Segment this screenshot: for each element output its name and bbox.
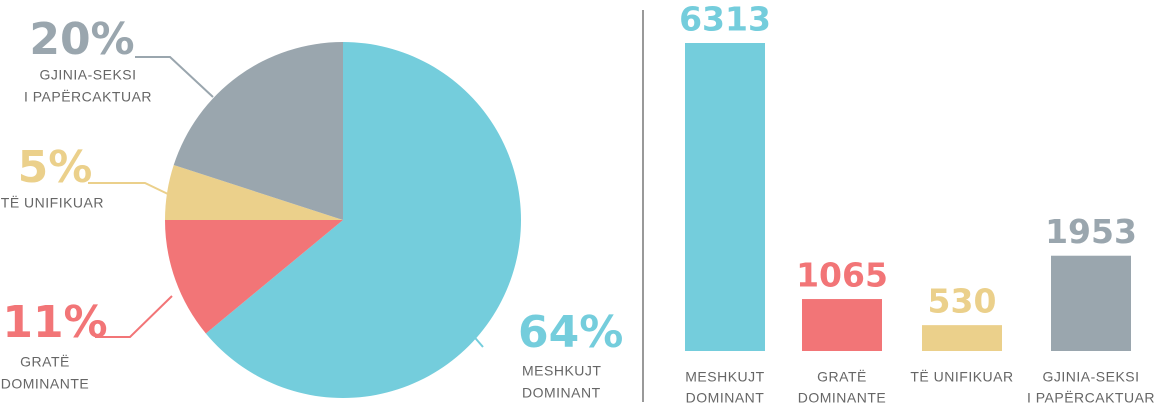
bar-value-label: 1065 <box>796 256 888 295</box>
pie-value-label: 64% <box>518 307 623 358</box>
leader-line <box>88 182 171 196</box>
pie-value-label: 5% <box>18 142 93 193</box>
bar-value-label: 1953 <box>1045 212 1137 251</box>
bar-category-label: GJINIA-SEKSI <box>1042 369 1139 385</box>
bar <box>922 325 1002 351</box>
bar-value-label: 530 <box>928 282 997 321</box>
bar <box>802 299 882 351</box>
bar-category-label: TË UNIFIKUAR <box>910 369 1013 385</box>
bar-category-label: DOMINANTE <box>798 390 887 406</box>
pie-slice <box>165 164 343 220</box>
pie-category-label: DOMINANT <box>522 385 601 401</box>
pie-category-label: GJINIA-SEKSI <box>39 67 136 83</box>
pie-category-label: MESHKUJT <box>522 363 601 379</box>
bar <box>685 43 765 351</box>
pie-category-label: I PAPËRCAKTUAR <box>24 89 152 105</box>
pie-slice <box>205 42 522 399</box>
pie-category-label: TË UNIFIKUAR <box>1 195 104 211</box>
pie-category-label: DOMINANTE <box>1 376 90 392</box>
bar <box>1051 255 1131 351</box>
pie-slice <box>165 220 343 334</box>
bar-category-label: I PAPËRCAKTUAR <box>1027 390 1155 406</box>
pie-value-label: 20% <box>29 14 134 65</box>
bar-category-label: MESHKUJT <box>685 369 764 385</box>
pie-slice <box>173 42 343 220</box>
pie-value-label: 11% <box>2 297 107 348</box>
bar-category-label: DOMINANT <box>686 390 765 406</box>
pie-category-label: GRATË <box>20 354 70 370</box>
leader-line <box>95 295 173 338</box>
bar-value-label: 6313 <box>679 0 771 39</box>
leader-lines <box>88 56 484 348</box>
bar-category-label: GRATË <box>817 369 867 385</box>
leader-line <box>135 56 214 98</box>
